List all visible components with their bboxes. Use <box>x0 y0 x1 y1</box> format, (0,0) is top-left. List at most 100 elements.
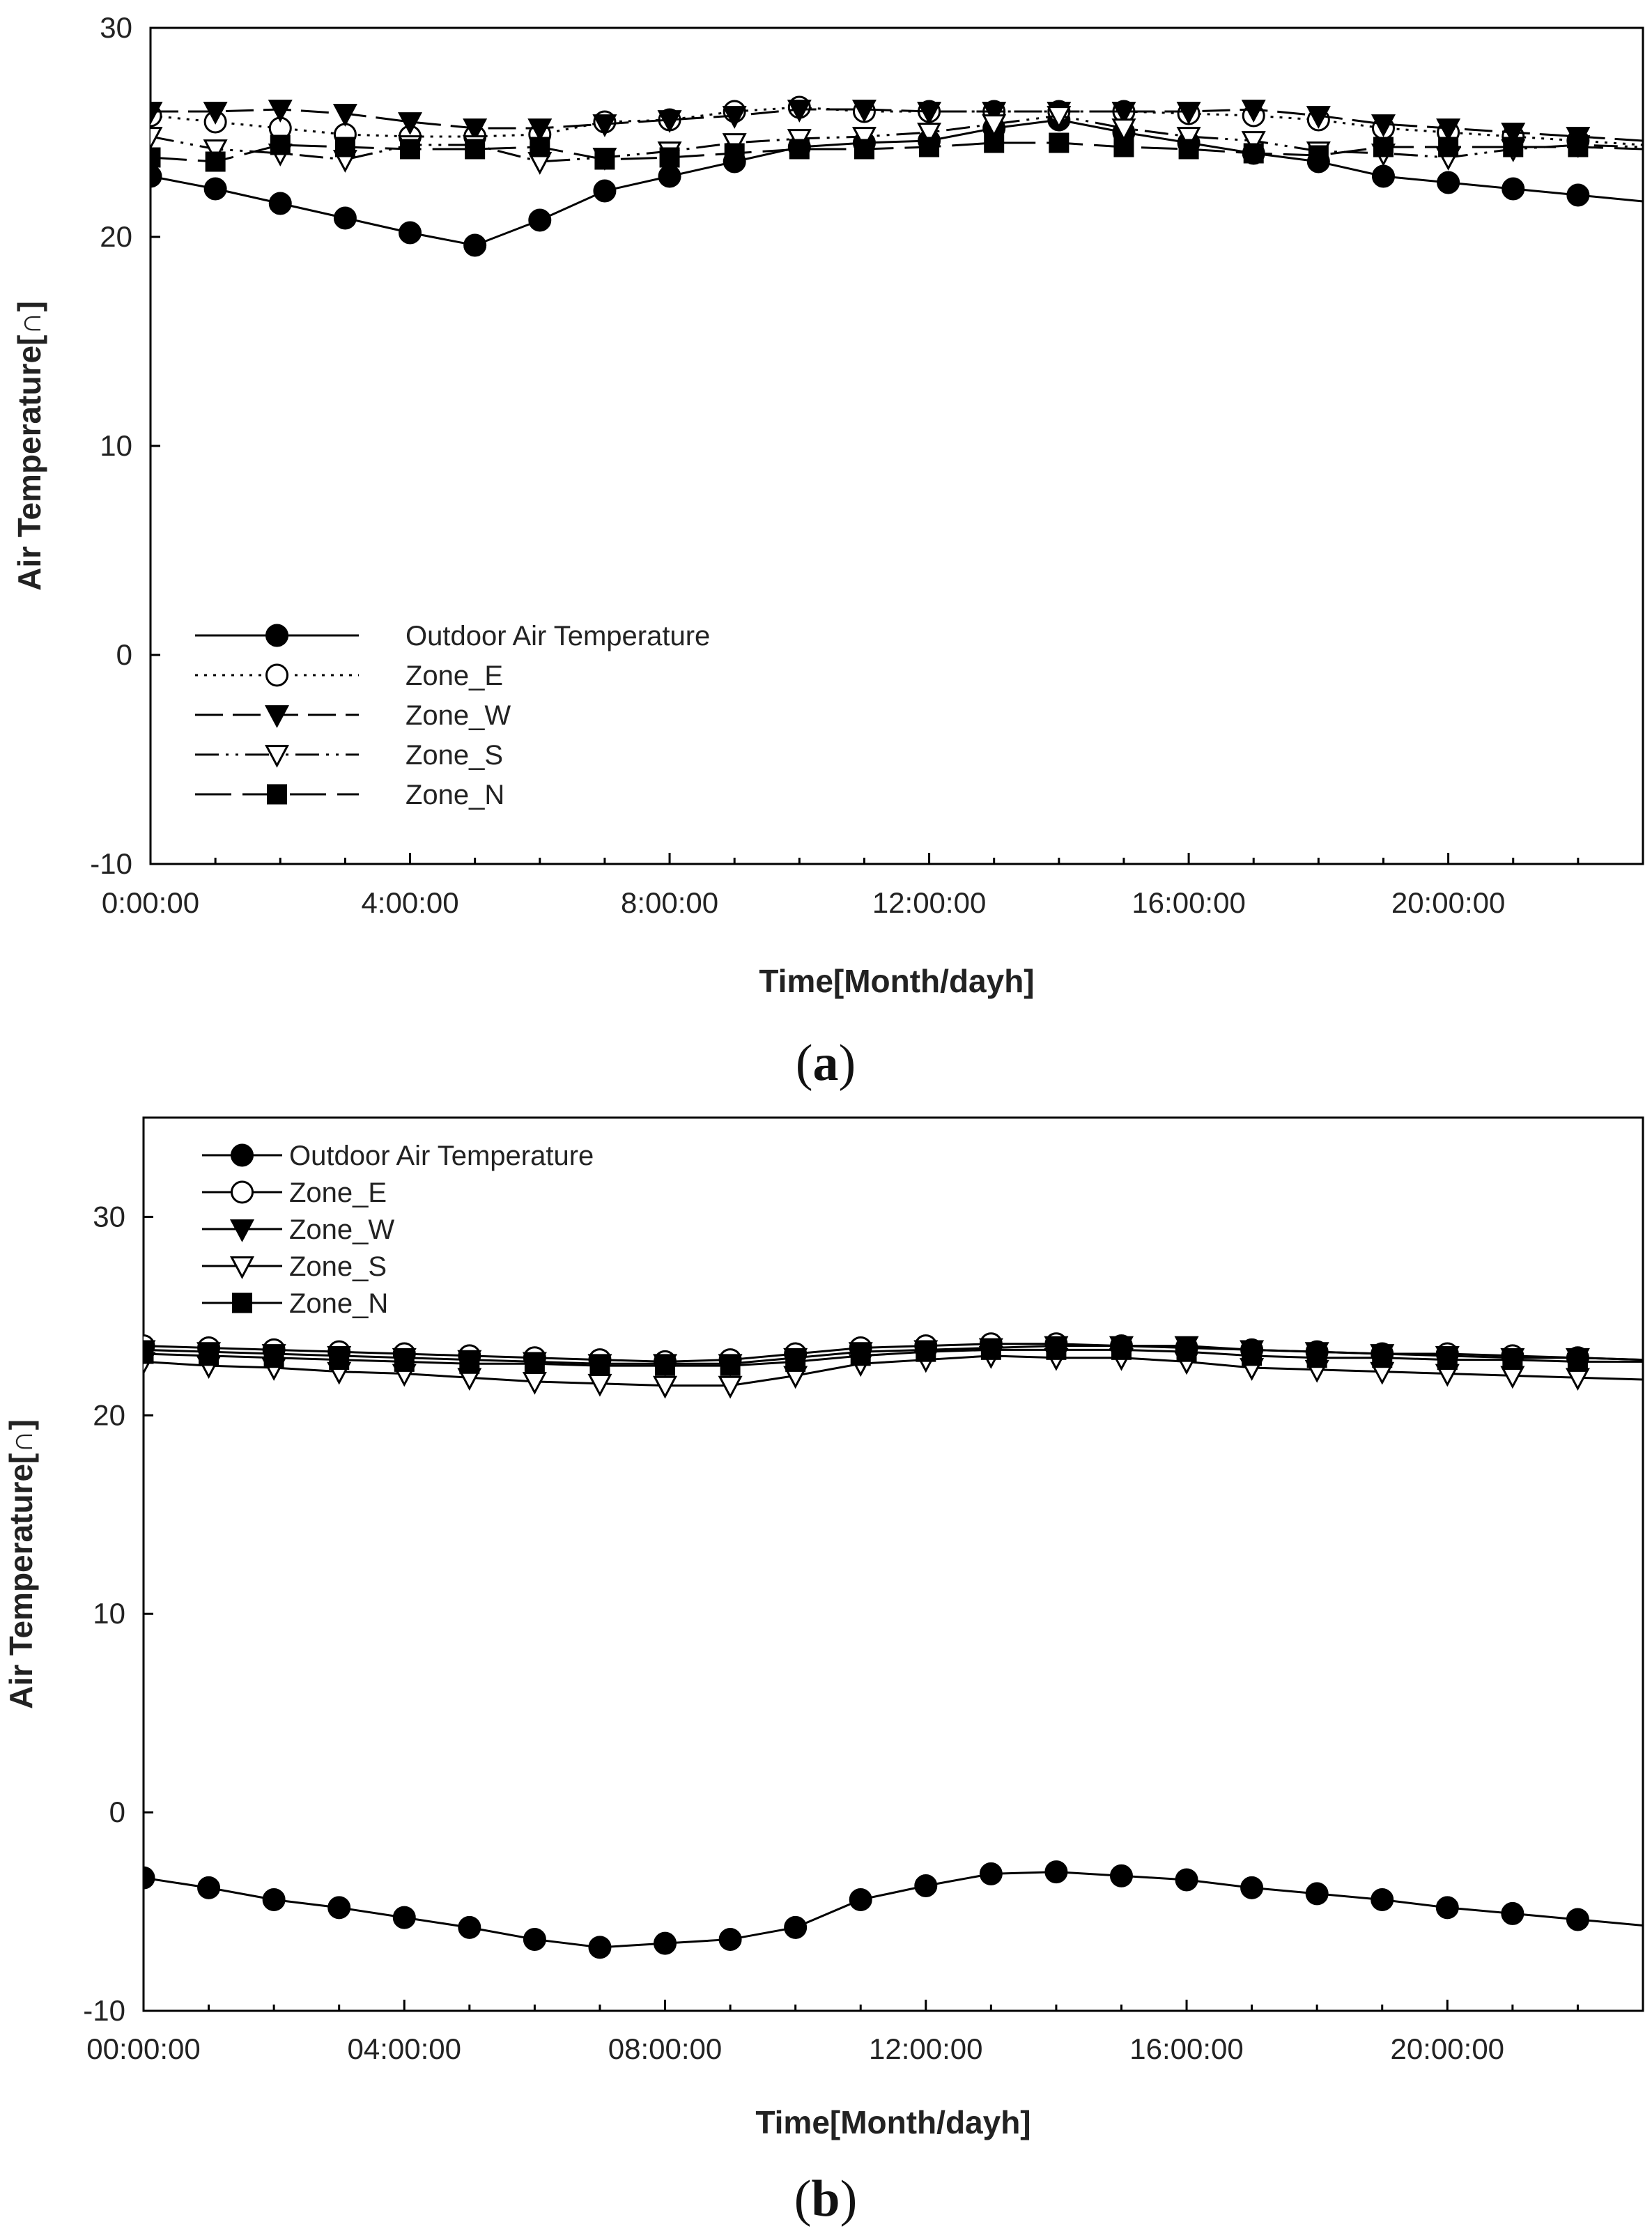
series-line-zone-n <box>150 141 1643 163</box>
point-zone-n <box>659 147 680 168</box>
point-zone-w <box>1436 118 1461 141</box>
point-zone-n <box>334 137 355 157</box>
point-outdoor-air-temperature <box>914 1874 938 1898</box>
legend-label: Zone_N <box>406 780 504 810</box>
point-zone-n <box>984 132 1005 153</box>
point-zone-n <box>589 1355 610 1376</box>
x-tick-label: 00:00:00 <box>86 2032 201 2065</box>
point-zone-n <box>919 137 940 157</box>
legend-marker <box>264 745 290 768</box>
point-outdoor-air-temperature <box>654 1931 677 1955</box>
y-tick-label: 0 <box>109 1796 125 1828</box>
point-zone-s <box>1047 106 1072 129</box>
x-tick-label: 12:00:00 <box>872 886 987 919</box>
point-zone-n <box>263 1348 284 1368</box>
point-zone-s <box>917 123 942 146</box>
x-axis-b: 00:00:00 04:00:00 08:00:00 12:00:00 16:00:00… <box>86 2000 1644 2065</box>
legend-marker <box>264 705 290 728</box>
y-tick-label: 10 <box>100 429 132 462</box>
point-outdoor-air-temperature <box>1566 1908 1589 1931</box>
point-zone-n <box>655 1355 676 1376</box>
point-zone-w <box>1371 114 1396 137</box>
point-zone-n <box>150 147 161 168</box>
legend-marker <box>229 1256 255 1279</box>
svg-text:(a): (a) <box>796 1035 856 1092</box>
point-zone-n <box>199 1345 219 1366</box>
legend-item-outdoor-air-temperature: Outdoor Air Temperature <box>195 621 710 651</box>
point-zone-n <box>1567 1351 1588 1372</box>
point-zone-w <box>268 100 293 123</box>
y-axis-label-a: Air Temperature[∩] <box>11 301 47 591</box>
point-zone-s <box>1241 131 1266 154</box>
point-zone-w <box>203 102 228 125</box>
series-line-zone-s <box>150 114 1643 163</box>
legend-item-zone-w: Zone_W <box>195 700 511 731</box>
point-zone-n <box>465 139 486 160</box>
point-zone-w <box>851 100 877 123</box>
x-tick-label: 12:00:00 <box>869 2032 983 2065</box>
point-zone-n <box>400 139 421 160</box>
x-tick-label: 08:00:00 <box>608 2032 723 2065</box>
x-tick-label: 4:00:00 <box>361 886 458 919</box>
y-tick-label: 20 <box>100 220 132 253</box>
caption-a: (a) <box>796 1035 856 1092</box>
point-zone-n <box>329 1350 350 1371</box>
legend-marker <box>232 1292 252 1313</box>
point-zone-n <box>1568 137 1589 157</box>
series-line-zone-w <box>150 108 1643 142</box>
point-zone-n <box>144 1343 154 1364</box>
point-outdoor-air-temperature <box>1109 1864 1133 1888</box>
x-tick-label: 20:00:00 <box>1391 886 1506 919</box>
point-zone-n <box>854 139 874 160</box>
y-tick-label: 20 <box>93 1398 125 1431</box>
point-outdoor-air-temperature <box>588 1936 612 1959</box>
point-zone-s <box>1111 118 1136 141</box>
point-zone-n <box>980 1339 1001 1360</box>
x-tick-label: 20:00:00 <box>1391 2032 1505 2065</box>
point-zone-n <box>1372 1348 1393 1368</box>
point-outdoor-air-temperature <box>333 206 357 230</box>
point-outdoor-air-temperature <box>197 1876 221 1899</box>
legend-marker <box>231 1143 254 1167</box>
y-tick-label: -10 <box>90 847 132 880</box>
svg-text:(b): (b) <box>794 2170 857 2228</box>
point-outdoor-air-temperature <box>327 1896 351 1920</box>
point-outdoor-air-temperature <box>1175 1868 1198 1892</box>
point-zone-n <box>1178 139 1199 160</box>
point-zone-n <box>1373 137 1394 157</box>
x-tick-label: 8:00:00 <box>621 886 718 919</box>
legend-label: Zone_W <box>406 700 511 731</box>
point-zone-n <box>205 151 226 172</box>
point-zone-n <box>1306 1348 1327 1368</box>
point-zone-n <box>720 1355 741 1376</box>
legend-item-zone-n: Zone_N <box>202 1288 388 1319</box>
point-zone-n <box>1049 132 1070 153</box>
point-zone-w <box>1176 102 1201 125</box>
x-tick-label: 0:00:00 <box>102 886 199 919</box>
point-outdoor-air-temperature <box>1437 171 1460 194</box>
point-zone-w <box>917 102 942 125</box>
legend-item-zone-s: Zone_S <box>202 1251 387 1282</box>
point-outdoor-air-temperature <box>268 192 292 215</box>
point-zone-w <box>1501 123 1526 146</box>
legend-item-zone-n: Zone_N <box>195 780 504 810</box>
point-zone-w <box>722 106 747 129</box>
point-zone-w <box>398 112 423 135</box>
point-outdoor-air-temperature <box>463 233 487 257</box>
legend-label: Outdoor Air Temperature <box>289 1141 594 1171</box>
series-line-zone-s <box>144 1354 1643 1387</box>
point-outdoor-air-temperature <box>718 1927 742 1951</box>
point-zone-n <box>459 1353 480 1374</box>
y-tick-label: -10 <box>83 1994 125 2027</box>
legend-item-zone-e: Zone_E <box>202 1178 387 1208</box>
series-group-a <box>150 95 1643 257</box>
x-axis-label-a: Time[Month/dayh] <box>759 963 1034 999</box>
x-tick-label: 16:00:00 <box>1132 886 1246 919</box>
point-zone-w <box>1111 102 1136 125</box>
x-axis-a: 0:00:00 4:00:00 8:00:00 12:00:00 16:00:00 20:… <box>102 853 1644 919</box>
point-zone-n <box>1242 1345 1263 1366</box>
caption-letter-b: b <box>811 2170 840 2228</box>
point-outdoor-air-temperature <box>1240 1876 1264 1899</box>
caption-letter-a: a <box>813 1035 839 1092</box>
